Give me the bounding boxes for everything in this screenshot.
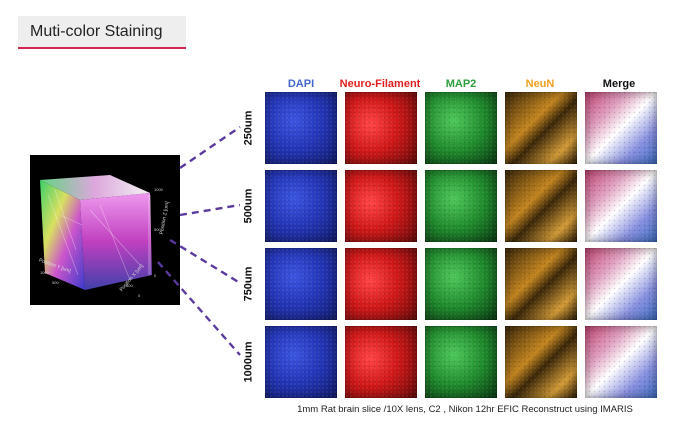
column-header-neuro-filament: Neuro-Filament xyxy=(339,78,421,90)
micrograph-texture xyxy=(265,248,337,320)
axis-tick: 500 xyxy=(154,227,161,232)
micrograph-neun-250um xyxy=(505,92,577,164)
micrograph-texture xyxy=(585,326,657,398)
micrograph-texture xyxy=(345,248,417,320)
micrograph-merge-500um xyxy=(585,170,657,242)
micrograph-texture xyxy=(265,170,337,242)
micrograph-texture xyxy=(425,326,497,398)
micrograph-merge-750um xyxy=(585,248,657,320)
micrograph-texture xyxy=(585,92,657,164)
column-header-map2: MAP2 xyxy=(445,78,477,90)
axis-tick: 0 xyxy=(154,273,157,278)
volume-render-image: Position Y [um] Position X [um] Position… xyxy=(30,155,180,305)
micrograph-texture xyxy=(425,248,497,320)
row-label-750um: 750um xyxy=(242,266,255,302)
figure-caption: 1mm Rat brain slice /10X lens, C2 , Niko… xyxy=(297,404,633,415)
volume-cube-graphic xyxy=(40,175,152,290)
column-header-merge: Merge xyxy=(602,78,636,90)
micrograph-texture xyxy=(345,170,417,242)
micrograph-merge-1000um xyxy=(585,326,657,398)
row-label-250um: 250um xyxy=(242,110,255,146)
micrograph-texture xyxy=(425,92,497,164)
micrograph-texture xyxy=(505,326,577,398)
micrograph-texture xyxy=(505,92,577,164)
micrograph-map2-250um xyxy=(425,92,497,164)
micrograph-dapi-500um xyxy=(265,170,337,242)
section-title: Muti-color Staining xyxy=(18,16,186,49)
connector-500um xyxy=(179,203,241,217)
micrograph-texture xyxy=(425,170,497,242)
micrograph-texture xyxy=(505,248,577,320)
micrograph-texture xyxy=(345,92,417,164)
micrograph-neuro-filament-250um xyxy=(345,92,417,164)
column-header-dapi: DAPI xyxy=(287,78,315,90)
row-label-500um: 500um xyxy=(242,188,255,224)
axis-tick: 0 xyxy=(138,293,141,298)
connector-250um xyxy=(179,126,241,169)
micrograph-texture xyxy=(345,326,417,398)
micrograph-texture xyxy=(265,326,337,398)
column-header-neun: NeuN xyxy=(525,78,555,90)
axis-tick: 1000 xyxy=(154,187,163,192)
micrograph-texture xyxy=(585,170,657,242)
micrograph-neun-750um xyxy=(505,248,577,320)
micrograph-map2-1000um xyxy=(425,326,497,398)
micrograph-neuro-filament-1000um xyxy=(345,326,417,398)
micrograph-map2-750um xyxy=(425,248,497,320)
micrograph-neuro-filament-750um xyxy=(345,248,417,320)
micrograph-map2-500um xyxy=(425,170,497,242)
axis-tick: 500 xyxy=(126,283,133,288)
micrograph-dapi-1000um xyxy=(265,326,337,398)
micrograph-dapi-750um xyxy=(265,248,337,320)
axis-tick: 1000 xyxy=(40,270,49,275)
row-label-1000um: 1000um xyxy=(242,341,255,383)
micrograph-texture xyxy=(505,170,577,242)
micrograph-merge-250um xyxy=(585,92,657,164)
micrograph-dapi-250um xyxy=(265,92,337,164)
micrograph-neun-1000um xyxy=(505,326,577,398)
micrograph-texture xyxy=(585,248,657,320)
micrograph-neun-500um xyxy=(505,170,577,242)
connector-750um xyxy=(169,238,241,285)
axis-tick: 500 xyxy=(52,280,59,285)
micrograph-neuro-filament-500um xyxy=(345,170,417,242)
micrograph-texture xyxy=(265,92,337,164)
section-title-text: Muti-color Staining xyxy=(30,22,163,40)
